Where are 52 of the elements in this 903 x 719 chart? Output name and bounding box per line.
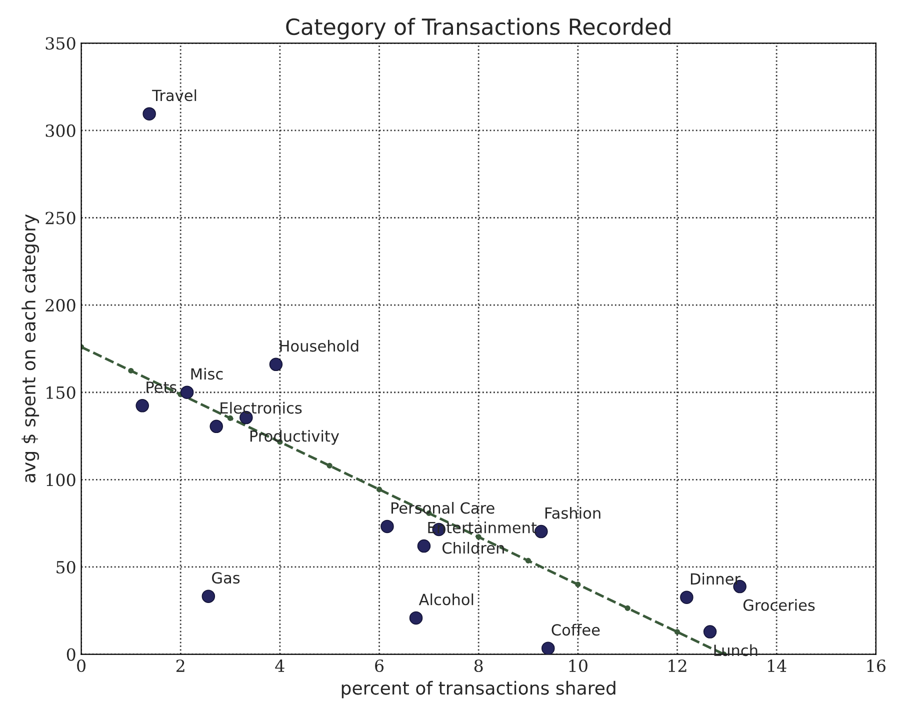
- point: [674, 629, 680, 635]
- x-axis-title: percent of transactions shared: [342, 680, 616, 698]
- point: [210, 420, 223, 434]
- x-tick-label: 8: [474, 659, 483, 672]
- point: [202, 590, 216, 603]
- annotation: Gas: [212, 572, 240, 584]
- annotation: Misc: [191, 368, 223, 380]
- y-tick-label: 50: [56, 560, 76, 574]
- annotation: Travel: [152, 89, 196, 102]
- point: [380, 520, 394, 534]
- annotation: Household: [280, 340, 358, 352]
- x-tick-label: 12: [668, 659, 686, 672]
- point: [703, 625, 717, 638]
- x-tick-label: 0: [77, 659, 86, 672]
- point: [417, 539, 431, 553]
- annotation: Fashion: [545, 507, 600, 519]
- point: [476, 534, 482, 540]
- point: [575, 582, 581, 588]
- point: [624, 605, 630, 611]
- annotation: Coffee: [552, 624, 600, 636]
- y-tick-label: 200: [46, 299, 76, 312]
- point: [326, 462, 332, 468]
- point: [409, 611, 423, 625]
- y-tick-label: 100: [46, 474, 76, 486]
- chart-title: Category of Transactions Recorded: [286, 18, 670, 40]
- x-tick-label: 2: [176, 659, 184, 672]
- point: [376, 486, 382, 492]
- x-tick-label: 4: [275, 659, 284, 672]
- x-tick-label: 6: [375, 659, 384, 672]
- y-tick-label: 350: [46, 37, 76, 50]
- annotation: Lunch: [714, 644, 758, 656]
- y-axis-title: avg $ spent on each category: [22, 214, 40, 482]
- y-tick-label: 150: [46, 386, 76, 399]
- point: [541, 642, 555, 654]
- x-tick-label: 14: [768, 659, 786, 672]
- point: [525, 558, 532, 564]
- point: [128, 368, 134, 374]
- point: [136, 399, 149, 412]
- y-tick-label: 0: [66, 648, 76, 661]
- annotation: Alcohol: [418, 593, 474, 606]
- x-tick-label: 10: [569, 659, 588, 672]
- point: [142, 107, 156, 120]
- annotation: Groceries: [743, 599, 815, 611]
- point: [680, 590, 694, 604]
- point: [269, 358, 283, 372]
- annotation: Dinner: [690, 572, 741, 585]
- x-tick-label: 16: [867, 659, 886, 672]
- point: [180, 386, 194, 399]
- y-tick-label: 300: [46, 124, 76, 138]
- point: [227, 415, 234, 421]
- annotation: Electronics: [220, 402, 302, 414]
- y-tick-label: 250: [46, 212, 76, 224]
